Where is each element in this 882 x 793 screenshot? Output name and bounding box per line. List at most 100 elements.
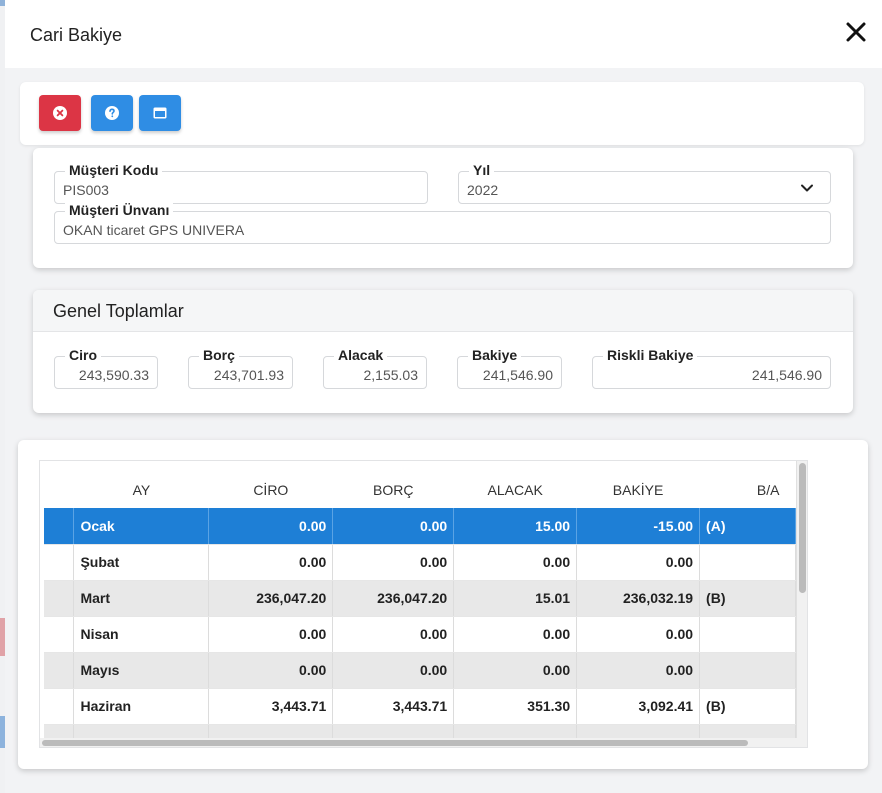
window-icon [153, 107, 167, 119]
riskli-bakiye-label: Riskli Bakiye [603, 347, 698, 363]
window-button[interactable] [139, 95, 181, 131]
cell-bakiye: 0.00 [576, 616, 701, 653]
table-row[interactable]: Şubat 0.00 0.00 0.00 0.00 [44, 544, 796, 581]
cell-ay: Mayıs [73, 652, 210, 689]
table-header-row: AY CİRO BORÇ ALACAK BAKİYE B/A [44, 472, 796, 508]
alacak-label: Alacak [334, 347, 388, 363]
cell-borc: 236,047.20 [332, 580, 455, 617]
cell-borc: 0.00 [332, 508, 455, 545]
year-value: 2022 [467, 182, 499, 198]
help-button[interactable] [91, 95, 133, 131]
row-indicator [44, 688, 75, 725]
row-indicator-header [44, 472, 74, 508]
alacak-field: Alacak 2,155.03 [323, 347, 427, 389]
cell-ay: Ocak [73, 508, 210, 545]
row-indicator [44, 544, 75, 581]
cell-bakiye: 236,032.19 [576, 580, 701, 617]
column-header-borc[interactable]: BORÇ [373, 482, 414, 498]
bakiye-value: 241,546.90 [482, 367, 553, 383]
balance-table: AY CİRO BORÇ ALACAK BAKİYE B/A Ocak 0.00… [44, 472, 796, 747]
cell-borc: 0.00 [332, 652, 455, 689]
table-row[interactable]: Mayıs 0.00 0.00 0.00 0.00 [44, 652, 796, 689]
cell-bakiye: 3,092.41 [576, 688, 701, 725]
year-select[interactable]: Yıl 2022 [458, 162, 831, 204]
cell-ba [699, 616, 796, 653]
customer-info-card: Müşteri Kodu PIS003 Yıl 2022 Müşteri Ünv… [33, 148, 853, 268]
borc-field: Borç 243,701.93 [188, 347, 293, 389]
table-row[interactable]: Nisan 0.00 0.00 0.00 0.00 [44, 616, 796, 653]
cell-alacak: 15.00 [453, 508, 578, 545]
cell-ciro: 0.00 [208, 544, 334, 581]
cell-ay: Mart [73, 580, 210, 617]
customer-title-value: OKAN ticaret GPS UNIVERA [63, 222, 245, 238]
cancel-button[interactable] [39, 95, 81, 131]
cell-ay: Nisan [73, 616, 210, 653]
row-indicator [44, 652, 75, 689]
table-row[interactable]: Mart 236,047.20 236,047.20 15.01 236,032… [44, 580, 796, 617]
column-header-ciro[interactable]: CİRO [253, 482, 289, 498]
background-element [0, 716, 5, 748]
cell-bakiye: 0.00 [576, 652, 701, 689]
modal-title: Cari Bakiye [30, 25, 123, 45]
cell-bakiye: 0.00 [576, 544, 701, 581]
bakiye-label: Bakiye [468, 347, 522, 363]
customer-title-label: Müşteri Ünvanı [65, 202, 174, 218]
alacak-value: 2,155.03 [363, 367, 419, 383]
horizontal-scrollbar[interactable] [40, 738, 798, 747]
help-circle-icon [105, 106, 119, 120]
column-header-ay[interactable]: AY [132, 482, 151, 498]
chevron-down-icon [801, 184, 813, 192]
cell-bakiye: -15.00 [576, 508, 701, 545]
background-element [0, 618, 5, 656]
horizontal-scrollbar-thumb[interactable] [42, 740, 748, 746]
cell-ciro: 0.00 [208, 652, 334, 689]
ciro-value: 243,590.33 [78, 367, 149, 383]
monthly-balance-card: AY CİRO BORÇ ALACAK BAKİYE B/A Ocak 0.00… [18, 440, 868, 769]
column-header-ba[interactable]: B/A [756, 482, 780, 498]
cell-ciro: 236,047.20 [208, 580, 334, 617]
cell-ba [699, 544, 796, 581]
close-icon[interactable] [844, 20, 868, 44]
cell-ba: (B) [699, 688, 796, 725]
close-circle-icon [53, 106, 67, 120]
modal-header: Cari Bakiye [5, 0, 882, 68]
table-row[interactable]: Haziran 3,443.71 3,443.71 351.30 3,092.4… [44, 688, 796, 725]
monthly-balance-grid: AY CİRO BORÇ ALACAK BAKİYE B/A Ocak 0.00… [39, 460, 808, 748]
vertical-scrollbar[interactable] [796, 461, 807, 747]
row-indicator [44, 616, 75, 653]
year-label: Yıl [469, 162, 495, 178]
cell-alacak: 351.30 [453, 688, 578, 725]
section-header: Genel Toplamlar [33, 290, 853, 332]
ciro-field: Ciro 243,590.33 [54, 347, 158, 389]
cell-ba: (A) [699, 508, 796, 545]
table-row-selected[interactable]: Ocak 0.00 0.00 15.00 -15.00 (A) [44, 508, 796, 545]
vertical-scrollbar-thumb[interactable] [799, 463, 806, 593]
column-header-alacak[interactable]: ALACAK [487, 482, 543, 498]
cell-ciro: 0.00 [208, 508, 334, 545]
customer-code-value: PIS003 [63, 182, 109, 198]
row-indicator [44, 580, 75, 617]
customer-title-field[interactable]: Müşteri Ünvanı OKAN ticaret GPS UNIVERA [54, 202, 831, 244]
cell-ba [699, 652, 796, 689]
column-header-bakiye[interactable]: BAKİYE [612, 482, 664, 498]
cari-bakiye-modal: Cari Bakiye Müşte [5, 0, 882, 793]
general-totals-card: Genel Toplamlar Ciro 243,590.33 Borç 243… [33, 290, 853, 413]
cell-borc: 0.00 [332, 544, 455, 581]
cell-borc: 3,443.71 [332, 688, 455, 725]
ciro-label: Ciro [65, 347, 101, 363]
customer-code-label: Müşteri Kodu [65, 162, 163, 178]
customer-code-field[interactable]: Müşteri Kodu PIS003 [54, 162, 428, 204]
cell-alacak: 0.00 [453, 652, 578, 689]
borc-label: Borç [199, 347, 239, 363]
cell-ay: Haziran [73, 688, 210, 725]
cell-alacak: 15.01 [453, 580, 578, 617]
cell-ay: Şubat [73, 544, 210, 581]
toolbar [20, 82, 864, 145]
bakiye-field: Bakiye 241,546.90 [457, 347, 562, 389]
riskli-bakiye-value: 241,546.90 [751, 367, 822, 383]
riskli-bakiye-field: Riskli Bakiye 241,546.90 [592, 347, 831, 389]
cell-ciro: 3,443.71 [208, 688, 334, 725]
cell-ba: (B) [699, 580, 796, 617]
cell-alacak: 0.00 [453, 616, 578, 653]
cell-borc: 0.00 [332, 616, 455, 653]
